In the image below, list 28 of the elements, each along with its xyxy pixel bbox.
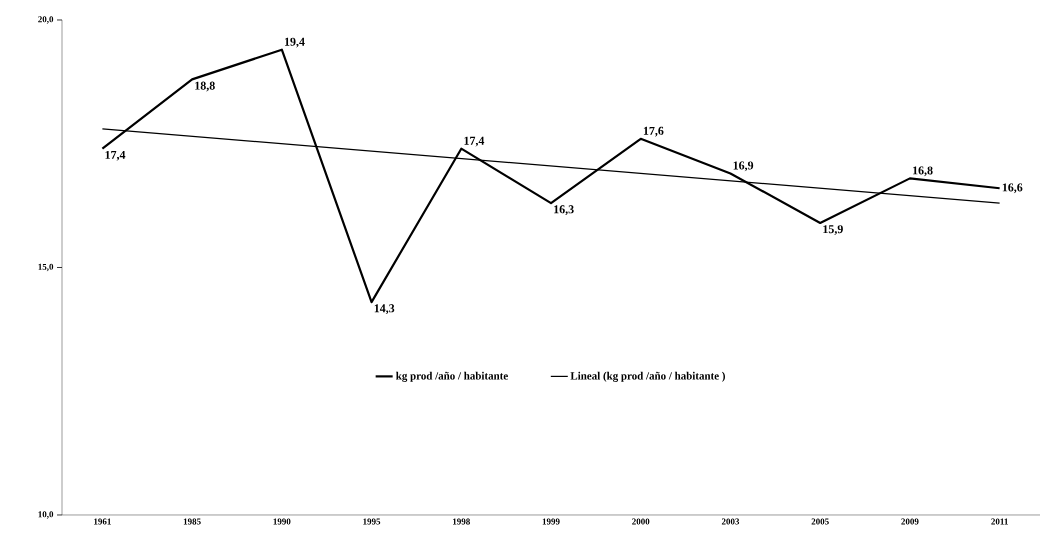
- data-label: 17,4: [464, 136, 485, 147]
- data-label: 16,6: [1002, 183, 1023, 194]
- x-tick-label: 2003: [721, 518, 740, 525]
- x-tick-label: 1985: [183, 518, 201, 525]
- x-tick-label: 1999: [542, 518, 560, 525]
- x-tick-label: 1961: [94, 518, 111, 525]
- x-tick-label: 1998: [453, 518, 470, 525]
- x-tick-label: 2011: [991, 518, 1008, 525]
- data-label: 17,4: [105, 150, 126, 161]
- data-label: 14,3: [374, 304, 395, 315]
- y-tick-label: 15,0: [38, 263, 54, 272]
- x-tick-label: 1995: [363, 518, 381, 525]
- data-label: 19,4: [284, 37, 305, 48]
- data-label: 16,3: [554, 205, 574, 216]
- x-tick-label: 1990: [273, 518, 291, 525]
- y-tick-label: 10,0: [38, 511, 54, 519]
- legend-label: Lineal (kg prod /año / habitante ): [570, 371, 725, 382]
- y-tick-label: 20,0: [38, 16, 54, 24]
- data-label: 16,8: [913, 166, 933, 177]
- x-tick-label: 2005: [811, 518, 829, 525]
- data-label: 17,6: [643, 126, 664, 137]
- line-series: [101, 48, 1001, 304]
- x-tick-label: 2000: [632, 518, 650, 525]
- data-label: 15,9: [823, 225, 843, 235]
- data-label: 16,9: [733, 161, 754, 172]
- x-tick-label: 2009: [901, 518, 919, 525]
- legend-label: kg prod /año / habitante: [396, 371, 508, 382]
- data-label: 18,8: [195, 81, 215, 92]
